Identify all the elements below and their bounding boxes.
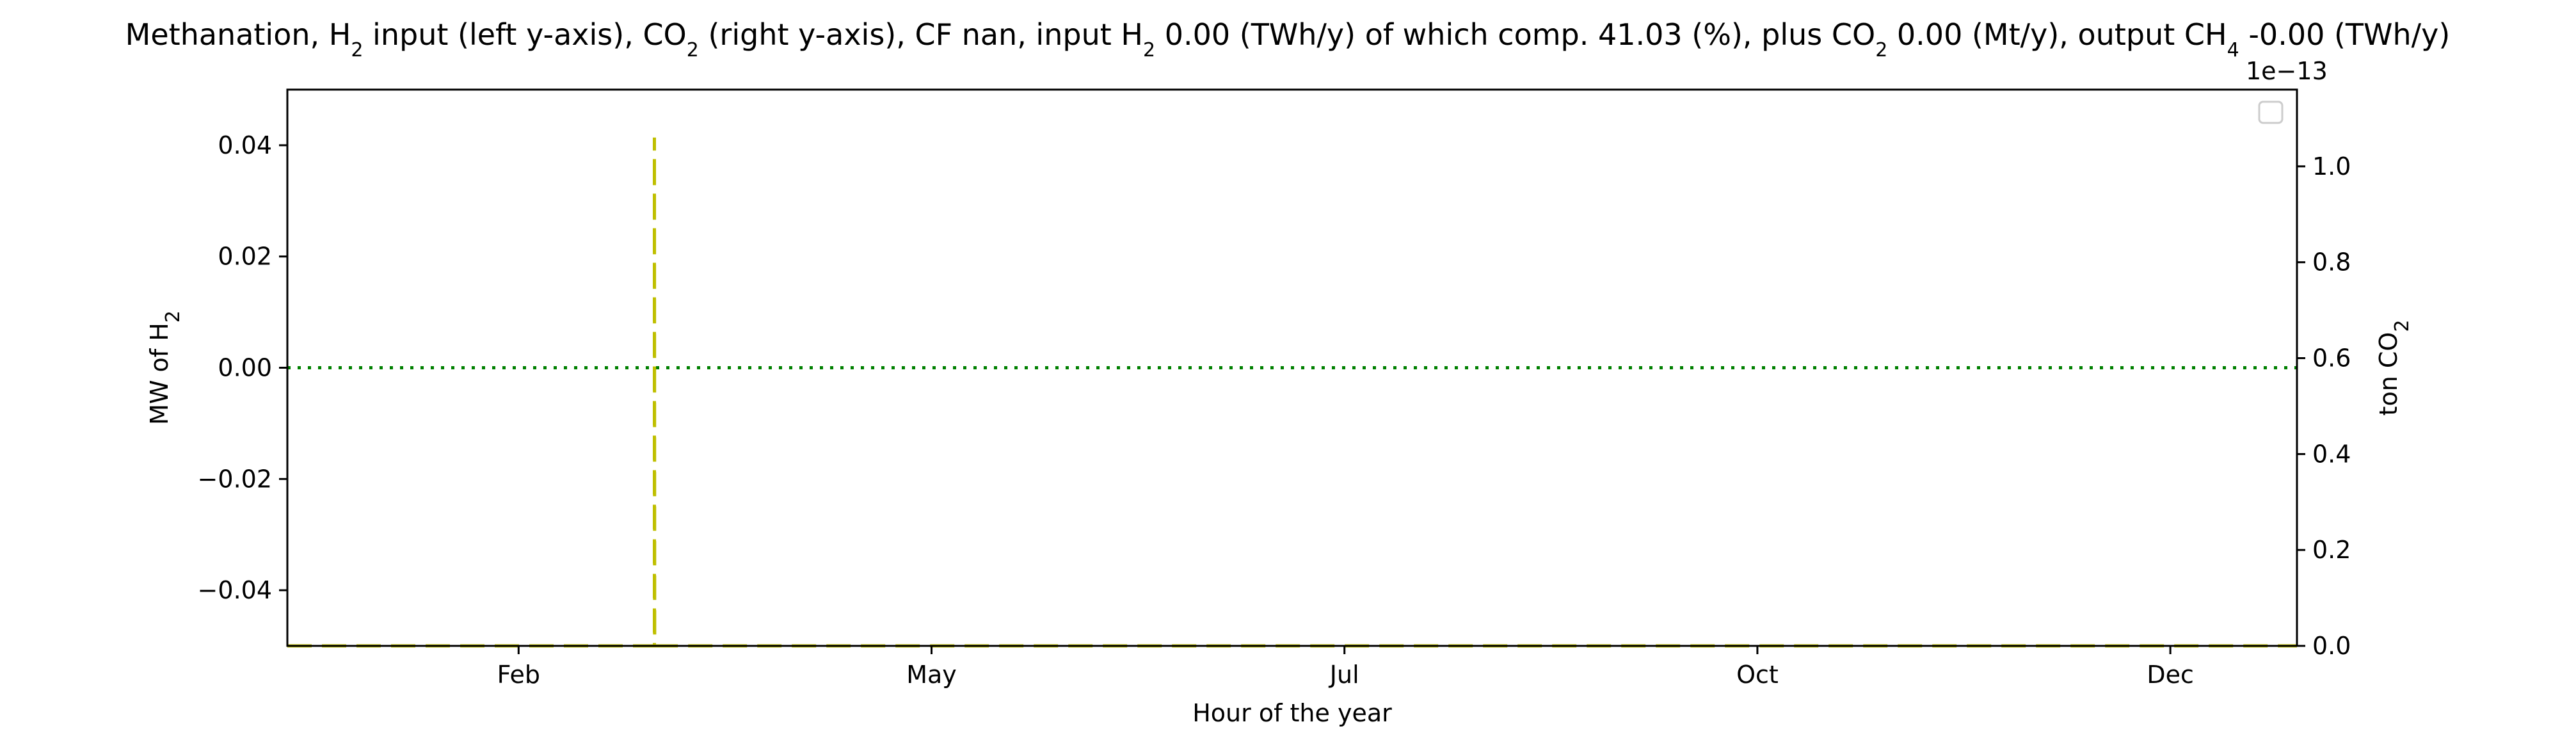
- subscript-text: 2: [687, 39, 699, 61]
- y-left-tick-label: −0.02: [198, 465, 272, 493]
- text-run: 0.00 (TWh/y) of which comp. 41.03 (%), p…: [1155, 17, 1875, 52]
- x-tick-label: May: [906, 661, 957, 689]
- y-left-axis-label: MW of H2: [145, 310, 184, 425]
- subscript-text: 2: [1143, 39, 1155, 61]
- y-left-tick-label: 0.04: [218, 131, 272, 159]
- text-run: (right y-axis), CF nan, input H: [699, 17, 1143, 52]
- subscript-text: 2: [1875, 39, 1887, 61]
- text-run: MW of H: [145, 323, 173, 425]
- x-tick-label: Dec: [2147, 661, 2194, 689]
- subscript-text: 2: [2391, 320, 2413, 332]
- y-right-axis-label: ton CO2: [2374, 320, 2413, 416]
- text-run: 0.00 (Mt/y), output CH: [1887, 17, 2227, 52]
- chart-title: Methanation, H2 input (left y-axis), CO2…: [125, 17, 2451, 61]
- text-run: ton CO: [2374, 332, 2403, 416]
- text-run: input (left y-axis), CO: [363, 17, 686, 52]
- y-right-tick-label: 0.8: [2312, 248, 2351, 277]
- y-left-tick-label: −0.04: [198, 576, 272, 604]
- x-axis-label: Hour of the year: [1192, 699, 1392, 727]
- y-left-tick-label: 0.02: [218, 243, 272, 271]
- legend-box: [2258, 100, 2284, 124]
- y-left-tick-label: 0.00: [218, 354, 272, 382]
- x-tick-label: Jul: [1329, 661, 1359, 689]
- subscript-text: 2: [351, 39, 363, 61]
- y-right-tick-label: 1.0: [2312, 152, 2351, 181]
- y-right-tick-label: 0.2: [2312, 536, 2351, 564]
- subscript-text: 2: [162, 310, 184, 323]
- text-run: Methanation, H: [125, 17, 351, 52]
- x-tick-label: Oct: [1736, 661, 1779, 689]
- y-right-tick-label: 0.4: [2312, 440, 2351, 468]
- y-right-tick-label: 0.0: [2312, 632, 2351, 660]
- co2-line: [287, 137, 2297, 648]
- x-tick-label: Feb: [497, 661, 540, 689]
- subscript-text: 4: [2227, 39, 2239, 61]
- y-right-tick-label: 0.6: [2312, 344, 2351, 373]
- right-axis-offset-label: 1e−13: [2246, 57, 2328, 85]
- text-run: -0.00 (TWh/y): [2239, 17, 2451, 52]
